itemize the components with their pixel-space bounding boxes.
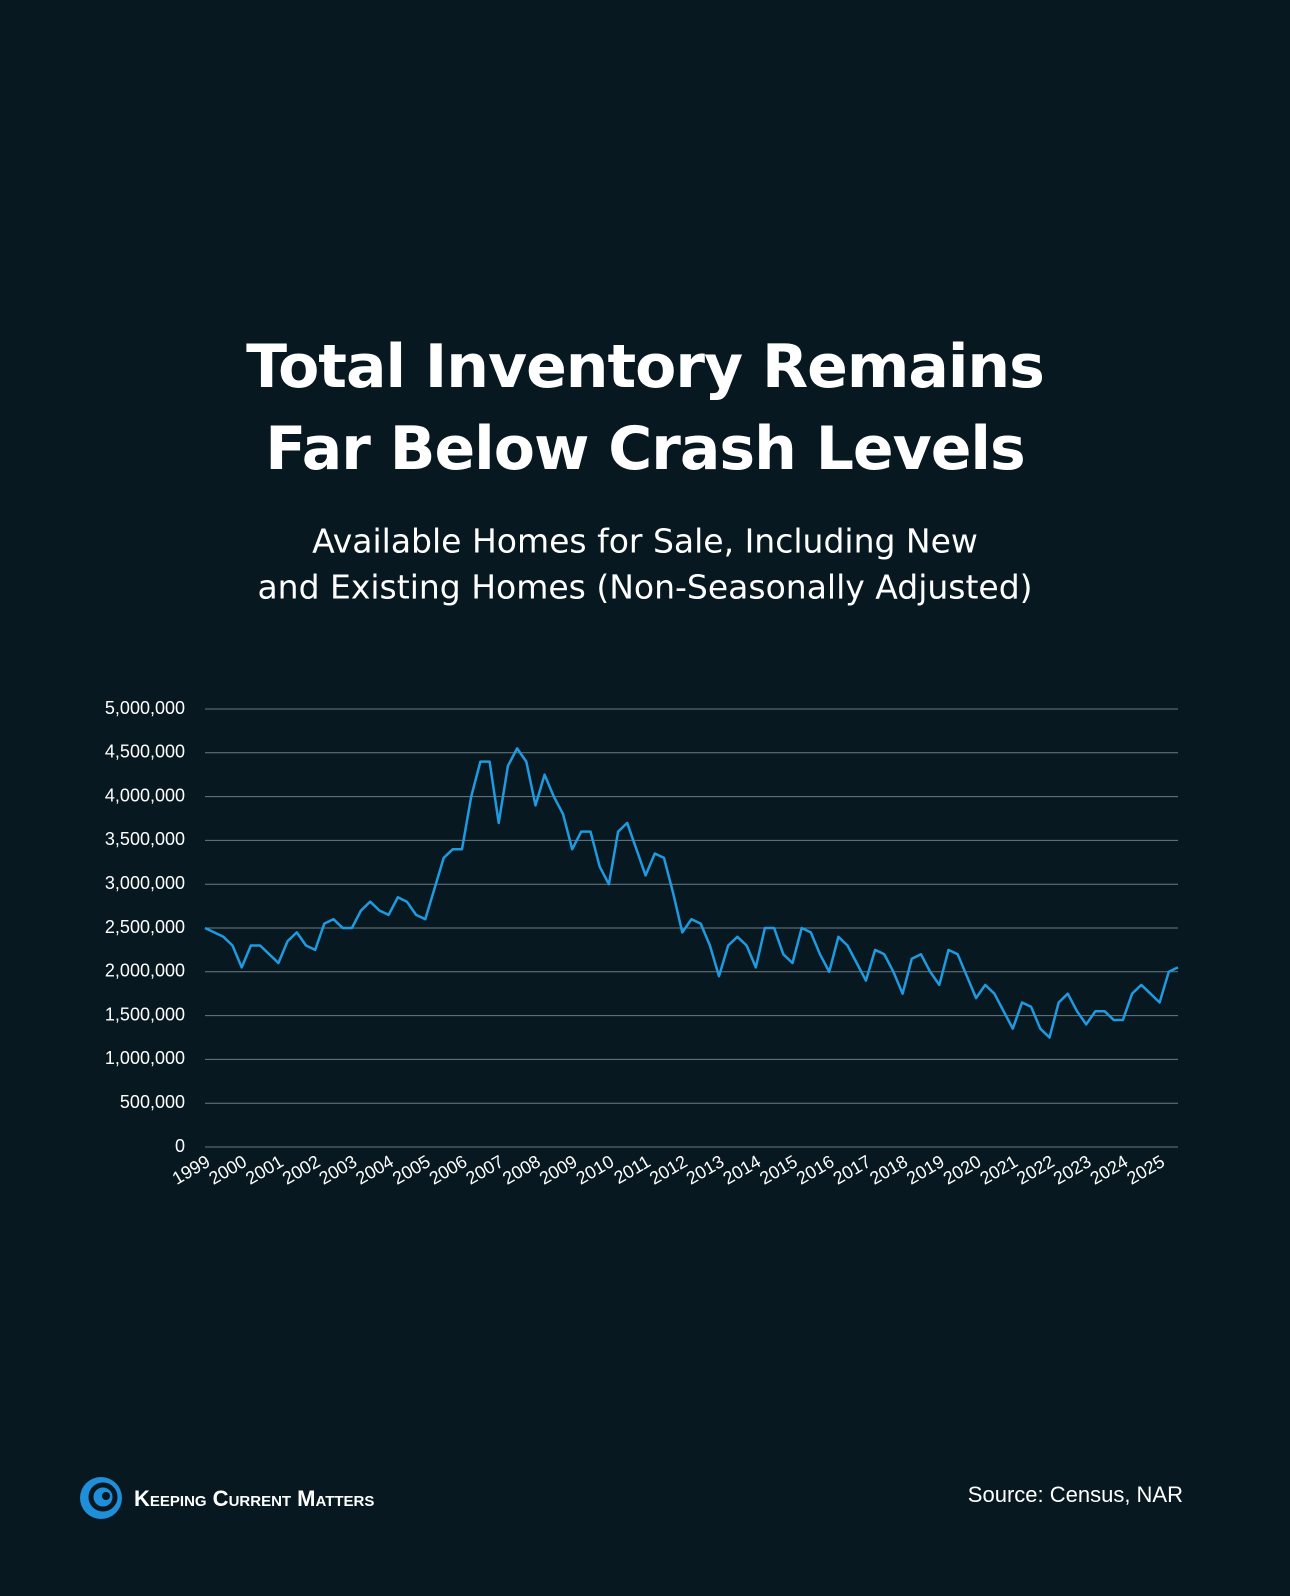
subtitle: and Existing Homes (Non-Seasonally Adjus…	[257, 568, 1032, 607]
y-tick-label: 500,000	[120, 1092, 185, 1112]
y-tick-label: 5,000,000	[105, 698, 185, 718]
y-tick-label: 1,500,000	[105, 1004, 185, 1024]
y-tick-label: 1,000,000	[105, 1048, 185, 1068]
y-tick-label: 4,500,000	[105, 742, 185, 762]
data-line	[204, 747, 1179, 1039]
subtitle: Available Homes for Sale, Including New	[312, 522, 978, 561]
logo	[80, 1477, 122, 1519]
y-tick-label: 4,000,000	[105, 785, 185, 805]
y-tick-label: 3,500,000	[105, 829, 185, 849]
brand: Keeping Current Matters	[134, 1486, 374, 1511]
source: Source: Census, NAR	[968, 1482, 1183, 1507]
y-tick-label: 2,500,000	[105, 917, 185, 937]
y-tick-label: 0	[175, 1136, 185, 1156]
y-tick-label: 3,000,000	[105, 873, 185, 893]
chart-title: Total Inventory Remains Far Below Crash L…	[246, 332, 1044, 484]
y-tick-label: 2,000,000	[105, 961, 185, 981]
